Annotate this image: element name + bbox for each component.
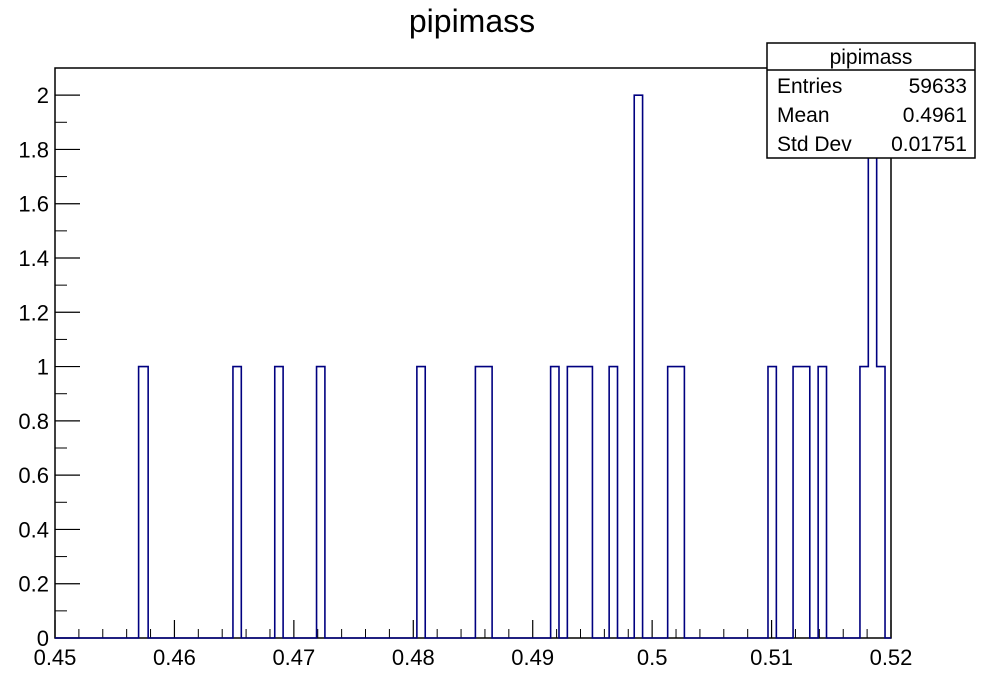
x-tick-label: 0.49 — [511, 645, 554, 670]
x-tick-label: 0.51 — [750, 645, 793, 670]
stats-row-label: Std Dev — [777, 133, 852, 156]
stats-box-rows: Entries 59633 Mean 0.4961 Std Dev 0.01751 — [777, 75, 967, 156]
x-tick-label: 0.52 — [870, 645, 913, 670]
histogram-bin — [139, 367, 149, 638]
histogram-bin — [275, 367, 283, 638]
y-tick-label: 1.4 — [18, 246, 49, 271]
stats-row-value: 59633 — [909, 75, 967, 98]
y-tick-label: 0.4 — [18, 517, 49, 542]
x-tick-label: 0.48 — [392, 645, 435, 670]
x-tick-label: 0.46 — [153, 645, 196, 670]
y-axis: 0 0.2 0.4 0.6 0.8 1 1.2 1.4 1.6 1.8 2 — [18, 83, 80, 651]
x-tick-label: 0.5 — [637, 645, 668, 670]
x-tick-label: 0.45 — [34, 645, 77, 670]
stats-box: pipimass Entries 59633 Mean 0.4961 Std Dev 0.… — [766, 42, 976, 159]
y-tick-label: 0.6 — [18, 463, 49, 488]
y-tick-label: 1.8 — [18, 137, 49, 162]
x-axis: 0.45 0.46 0.47 0.48 0.49 0.5 0.51 0.52 — [34, 620, 913, 670]
histogram-bin — [818, 367, 826, 638]
stats-row-value: 0.01751 — [891, 133, 967, 156]
histogram-bin — [668, 367, 685, 638]
histogram-bin — [609, 367, 617, 638]
y-tick-label: 1 — [37, 355, 49, 380]
stats-row-label: Entries — [777, 75, 842, 98]
x-tick-label: 0.47 — [272, 645, 315, 670]
histogram-bin — [475, 367, 492, 638]
y-tick-label: 1.6 — [18, 192, 49, 217]
histogram-bin — [877, 367, 885, 638]
histogram-bin — [233, 367, 241, 638]
histogram-bin — [768, 367, 776, 638]
y-tick-label: 2 — [37, 83, 49, 108]
stats-box-frame — [766, 42, 976, 159]
y-tick-label: 0 — [37, 626, 49, 651]
histogram-bin — [793, 367, 810, 638]
y-tick-label: 1.2 — [18, 300, 49, 325]
y-tick-label: 0.2 — [18, 572, 49, 597]
stats-row-label: Mean — [777, 104, 830, 127]
histogram-bin — [634, 95, 642, 638]
plot-frame — [54, 67, 892, 639]
histogram-series — [55, 94, 891, 639]
chart-title: pipimass — [409, 3, 535, 39]
histogram-outline — [55, 94, 891, 639]
histogram-bin — [567, 367, 592, 638]
histogram-bin — [417, 367, 425, 638]
histogram-bin — [317, 367, 325, 638]
y-tick-label: 0.8 — [18, 409, 49, 434]
histogram-bin — [868, 95, 876, 638]
stats-box-title: pipimass — [830, 46, 913, 69]
histogram-bin — [860, 367, 868, 638]
histogram-bin — [551, 367, 559, 638]
stats-row-value: 0.4961 — [903, 104, 967, 127]
